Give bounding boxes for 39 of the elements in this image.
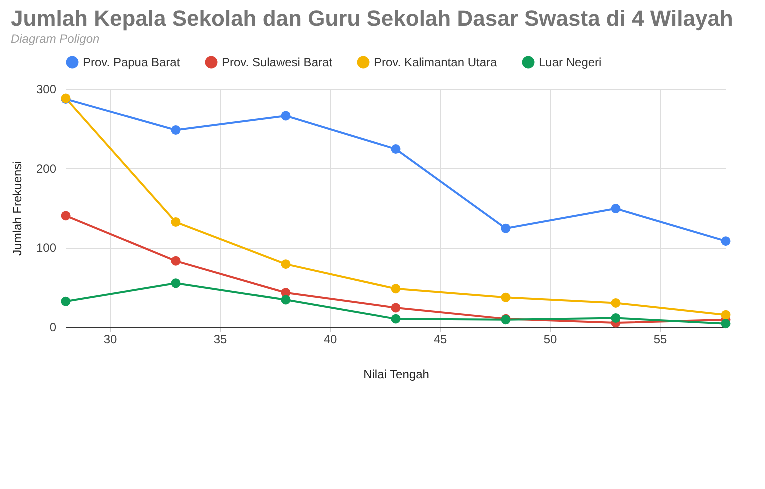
point [501, 292, 511, 302]
y-axis-title: Jumlah Frekuensi [10, 161, 24, 256]
point [281, 260, 291, 270]
y-tick-label: 100 [36, 241, 57, 256]
point [171, 256, 181, 266]
point [721, 310, 731, 320]
y-tick-label: 300 [36, 82, 57, 96]
x-tick-label: 55 [654, 332, 668, 346]
x-tick-label: 40 [324, 332, 338, 346]
point [611, 298, 621, 308]
point [391, 144, 401, 154]
x-axis-title: Nilai Tengah [364, 368, 430, 382]
point [281, 295, 291, 305]
point [171, 278, 181, 288]
point [721, 319, 731, 329]
point [391, 284, 401, 294]
point [61, 296, 71, 306]
legend-label: Prov. Papua Barat [83, 56, 181, 70]
legend-label: Prov. Sulawesi Barat [222, 56, 334, 70]
legend-label: Prov. Kalimantan Utara [374, 56, 498, 70]
point [611, 314, 621, 324]
point [281, 111, 291, 121]
point [611, 204, 621, 214]
y-tick-label: 200 [36, 162, 57, 176]
point [61, 211, 71, 221]
point [501, 224, 511, 234]
point [171, 126, 181, 135]
point [391, 303, 401, 313]
point [391, 314, 401, 324]
x-tick-label: 30 [104, 332, 118, 346]
chart-title: Jumlah Kepala Sekolah dan Guru Sekolah Dasar Swasta di 4 Wilayah [10, 6, 734, 31]
point [171, 218, 181, 228]
x-tick-label: 35 [214, 332, 228, 346]
y-tick-label: 0 [50, 320, 57, 334]
x-tick-label: 45 [434, 332, 448, 346]
point [721, 236, 731, 246]
legend-label: Luar Negeri [539, 56, 602, 70]
x-tick-label: 50 [544, 332, 558, 346]
chart-subtitle: Diagram Poligon [10, 32, 100, 46]
